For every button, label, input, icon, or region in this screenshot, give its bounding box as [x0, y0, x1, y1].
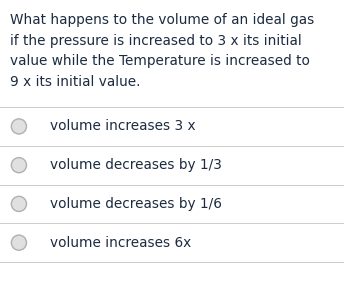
- Ellipse shape: [11, 119, 26, 134]
- Text: value while the Temperature is increased to: value while the Temperature is increased…: [10, 54, 310, 68]
- Text: 9 x its initial value.: 9 x its initial value.: [10, 75, 141, 89]
- Ellipse shape: [11, 158, 26, 173]
- Text: volume decreases by 1/6: volume decreases by 1/6: [50, 197, 222, 211]
- Text: volume decreases by 1/3: volume decreases by 1/3: [50, 158, 222, 172]
- Text: if the pressure is increased to 3 x its initial: if the pressure is increased to 3 x its …: [10, 34, 302, 48]
- Text: What happens to the volume of an ideal gas: What happens to the volume of an ideal g…: [10, 13, 314, 27]
- Text: volume increases 3 x: volume increases 3 x: [50, 119, 195, 133]
- Ellipse shape: [11, 235, 26, 250]
- Ellipse shape: [11, 196, 26, 212]
- Text: volume increases 6x: volume increases 6x: [50, 236, 191, 250]
